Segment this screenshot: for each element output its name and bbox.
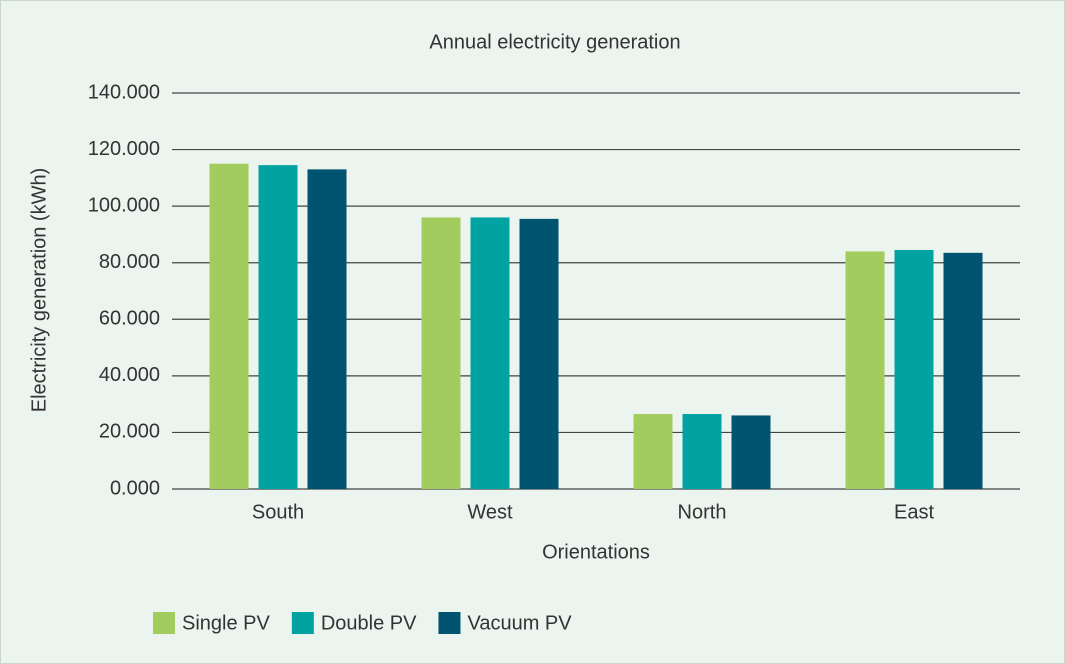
legend-swatch <box>291 612 314 634</box>
bar <box>470 217 510 489</box>
chart-title: Annual electricity generation <box>429 31 680 53</box>
x-tick-label: West <box>467 501 513 523</box>
bar <box>894 249 934 489</box>
y-tick-label: 120.000 <box>88 138 160 160</box>
bar <box>731 415 771 489</box>
x-tick-label: East <box>894 501 934 523</box>
bar <box>421 217 461 489</box>
y-tick-label: 60.000 <box>99 308 160 330</box>
legend-label: Double PV <box>321 612 417 634</box>
legend-swatch <box>438 612 461 634</box>
y-tick-label: 100.000 <box>88 194 160 216</box>
bar <box>519 218 559 489</box>
y-tick-label: 140.000 <box>88 81 160 103</box>
y-axis-title: Electricity generation (kWh) <box>28 168 50 413</box>
bar <box>209 163 249 489</box>
x-tick-label: South <box>252 501 304 523</box>
legend-label: Vacuum PV <box>467 612 572 634</box>
y-tick-label: 80.000 <box>99 251 160 273</box>
legend-label: Single PV <box>182 612 270 634</box>
bar <box>682 414 722 489</box>
bar <box>943 252 983 489</box>
y-tick-label: 20.000 <box>99 421 160 443</box>
bar <box>307 169 347 489</box>
bar <box>258 165 298 489</box>
x-axis-title: Orientations <box>542 541 650 563</box>
y-tick-label: 40.000 <box>99 364 160 386</box>
y-tick-label: 0.000 <box>110 477 160 499</box>
x-tick-label: North <box>678 501 727 523</box>
bar <box>845 251 885 489</box>
bar <box>633 414 673 489</box>
legend-swatch <box>153 612 175 634</box>
